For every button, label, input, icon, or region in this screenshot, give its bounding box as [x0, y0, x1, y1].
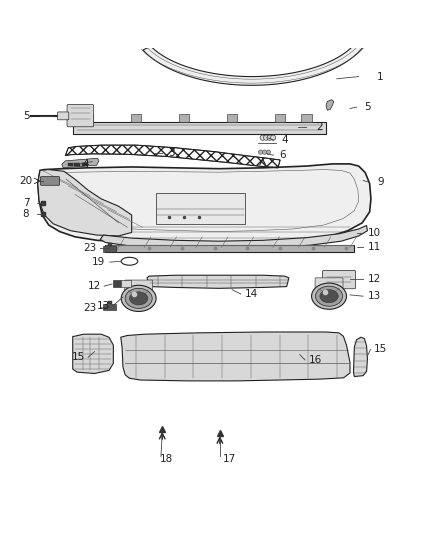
Text: 15: 15 [374, 344, 387, 354]
Circle shape [262, 150, 267, 154]
Bar [113, 280, 121, 287]
Text: 12: 12 [367, 274, 381, 284]
FancyBboxPatch shape [67, 104, 94, 127]
Text: 1: 1 [377, 71, 384, 82]
Text: 5: 5 [364, 102, 371, 112]
FancyBboxPatch shape [155, 193, 245, 224]
Polygon shape [326, 100, 334, 110]
Bar [227, 114, 237, 122]
Polygon shape [143, 42, 364, 85]
Text: 3: 3 [168, 148, 174, 158]
Circle shape [266, 150, 271, 154]
Text: 18: 18 [160, 455, 173, 464]
FancyBboxPatch shape [57, 112, 69, 120]
Text: 20: 20 [19, 176, 32, 187]
Ellipse shape [311, 283, 346, 309]
Circle shape [264, 135, 269, 140]
FancyBboxPatch shape [315, 278, 343, 288]
Text: 9: 9 [377, 177, 384, 187]
Text: 5: 5 [24, 111, 30, 121]
Polygon shape [73, 334, 113, 374]
Text: 6: 6 [279, 150, 286, 160]
Text: 13: 13 [97, 301, 110, 311]
Ellipse shape [121, 285, 156, 311]
Polygon shape [121, 332, 350, 381]
Polygon shape [100, 225, 367, 249]
Bar [83, 114, 93, 122]
Text: 19: 19 [92, 257, 106, 267]
Bar [82, 163, 87, 166]
Text: 23: 23 [84, 303, 97, 313]
Text: 4: 4 [82, 159, 89, 169]
Bar [103, 246, 117, 252]
Text: 16: 16 [308, 355, 321, 365]
Text: 10: 10 [367, 228, 381, 238]
Text: 12: 12 [88, 281, 101, 291]
Text: 23: 23 [84, 243, 97, 253]
Polygon shape [147, 275, 289, 288]
Text: 2: 2 [316, 122, 323, 132]
Bar [275, 114, 286, 122]
Polygon shape [38, 169, 132, 236]
Bar [108, 301, 112, 304]
Bar [179, 114, 189, 122]
Circle shape [267, 135, 272, 140]
Text: 14: 14 [245, 289, 258, 299]
Text: 4: 4 [281, 135, 288, 145]
Text: 8: 8 [23, 209, 29, 219]
FancyBboxPatch shape [40, 176, 60, 185]
Text: 15: 15 [72, 352, 85, 362]
Polygon shape [38, 164, 371, 245]
FancyBboxPatch shape [322, 270, 356, 289]
Text: 7: 7 [23, 198, 29, 208]
Bar [108, 243, 112, 246]
Text: 11: 11 [367, 242, 381, 252]
Ellipse shape [320, 289, 338, 303]
Bar [121, 280, 131, 287]
Circle shape [271, 135, 276, 140]
Ellipse shape [125, 288, 152, 309]
Ellipse shape [315, 286, 343, 306]
Bar [103, 304, 117, 310]
Text: 17: 17 [223, 455, 237, 464]
Bar [68, 163, 73, 166]
Text: 13: 13 [367, 291, 381, 301]
Bar [301, 114, 311, 122]
Bar [131, 114, 141, 122]
FancyBboxPatch shape [125, 280, 152, 290]
Polygon shape [353, 337, 367, 376]
Circle shape [258, 150, 263, 154]
FancyBboxPatch shape [106, 245, 354, 252]
Circle shape [260, 135, 265, 140]
Polygon shape [62, 158, 99, 168]
FancyBboxPatch shape [73, 122, 326, 134]
Bar [74, 163, 80, 166]
Ellipse shape [130, 292, 148, 305]
